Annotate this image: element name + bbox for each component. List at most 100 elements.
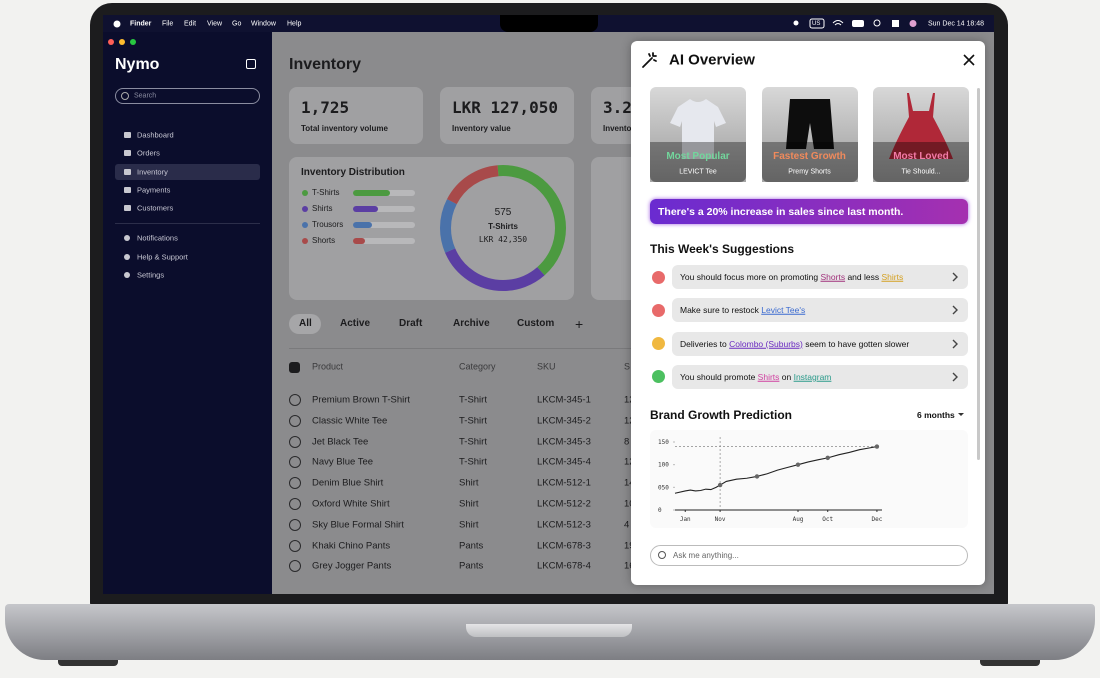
growth-marker [795,462,801,467]
x-tick-label: Jan [680,516,691,523]
card-name: Premy Shorts [788,168,831,176]
menubar-item[interactable]: Window [251,20,276,28]
nav-item[interactable]: Inventory [137,167,168,177]
window-button[interactable] [108,39,114,45]
row-checkbox[interactable] [289,477,301,490]
hinge-notch [466,624,632,637]
suggestion-text: Make sure to restock Levict Tee's [680,306,805,315]
row-checkbox[interactable] [289,456,301,469]
suggestion-link[interactable]: Shirts [757,371,780,382]
tab[interactable]: Active [340,318,371,329]
suggestion-pill[interactable] [672,298,968,323]
column-header: S [624,361,631,372]
ask-input[interactable] [650,545,968,566]
nav-item[interactable]: Payments [137,185,171,195]
table-cell: LKCM-512-1 [537,477,591,489]
table-cell: 19 [624,539,635,551]
tab[interactable]: All [299,318,312,329]
x-tick-label: Aug [793,516,804,523]
row-checkbox[interactable] [289,414,301,427]
menubar-item[interactable]: File [162,20,174,28]
menubar-item[interactable]: Help [287,20,302,28]
suggestion-link[interactable]: Colombo (Suburbs) [729,338,803,349]
suggestion-link[interactable]: Levict Tee's [761,305,806,316]
legend-dot [302,206,308,212]
tab-active [289,314,321,334]
camera-notch [500,15,598,32]
tab[interactable]: Archive [453,318,490,329]
search-placeholder: Search [134,92,157,100]
donut-segment [440,165,566,291]
wand [642,52,657,68]
search-box[interactable] [115,88,260,104]
table-cell: Jet Black Tee [312,435,369,447]
donut-amount: LKR 42,350 [478,235,528,244]
nav-icon [124,235,130,241]
donut-segment [440,165,566,291]
legend-name: T-Shirts [312,188,340,197]
progress-track [353,206,415,212]
suggestion-text: You should promote Shirts on Instagram [680,371,832,382]
suggestion-link[interactable]: Instagram [793,371,832,382]
suggestions-title: This Week's Suggestions [650,242,794,256]
caret-icon [958,413,964,416]
menubar-item[interactable]: Go [232,20,242,28]
card-name: Tie Should... [901,168,941,176]
page-title: Inventory [289,56,362,73]
suggestion-dot [652,303,665,317]
collapse-icon[interactable] [246,59,256,69]
progress-fill [353,238,366,244]
nav-icon [124,187,131,193]
nav-item[interactable]: Dashboard [137,130,174,140]
menubar-item[interactable]: View [207,20,223,28]
nav-item[interactable]: Orders [137,148,160,158]
window-button[interactable] [130,39,136,45]
row-checkbox[interactable] [289,498,301,510]
tab[interactable]: + [575,316,584,332]
nav-item[interactable]: Customers [137,203,174,213]
card-name: LEVICT Tee [679,168,717,176]
x-tick-label: Nov [715,516,726,523]
suggestion-pill[interactable] [672,364,968,389]
nav-item[interactable]: Help & Support [137,252,188,262]
table-cell: Classic White Tee [312,415,388,427]
window-button[interactable] [119,39,125,45]
suggestion-part: and less [845,271,882,282]
suggestion-link[interactable]: Shorts [820,271,846,282]
table-cell: Premium Brown T-Shirt [312,394,411,406]
suggestion-pill[interactable] [672,331,968,356]
table-cell: Shirt [459,519,479,531]
suggestion-link[interactable]: Shirts [881,271,904,282]
ask-icon [658,551,666,559]
suggestion-pill[interactable] [672,265,968,289]
table-cell: Oxford White Shirt [312,498,390,510]
row-checkbox[interactable] [289,518,301,531]
table-cell: LKCM-512-2 [537,498,591,510]
distribution-title: Inventory Distribution [301,167,405,178]
input-box [809,18,825,29]
table-cell: Khaki Chino Pants [312,539,391,551]
y-tick-label: 050 [658,484,669,491]
nav-item[interactable]: Notifications [137,233,178,243]
table-cell: Pants [459,539,484,551]
row-checkbox[interactable] [289,560,301,573]
close-button[interactable] [963,54,975,66]
menubar-item[interactable]: Edit [184,20,197,28]
row-checkbox[interactable] [289,394,301,406]
table-cell: T-Shirt [459,415,487,427]
tab[interactable]: Custom [517,318,555,329]
header-checkbox[interactable] [289,362,300,373]
tab[interactable]: Draft [399,318,423,329]
table-cell: 16 [624,560,635,572]
row-checkbox[interactable] [289,435,301,448]
period-select[interactable]: 6 months [917,409,955,420]
table-cell: LKCM-345-3 [537,435,591,447]
suggestion-part: Deliveries to [680,338,730,349]
card-shade [873,142,969,182]
row-checkbox[interactable] [289,539,301,552]
table-cell: 12 [624,415,635,427]
nav-item[interactable]: Settings [137,270,165,280]
ask-placeholder: Ask me anything... [673,550,739,560]
stat-label: Inventory value [452,124,511,133]
chevron-icon [952,305,958,315]
